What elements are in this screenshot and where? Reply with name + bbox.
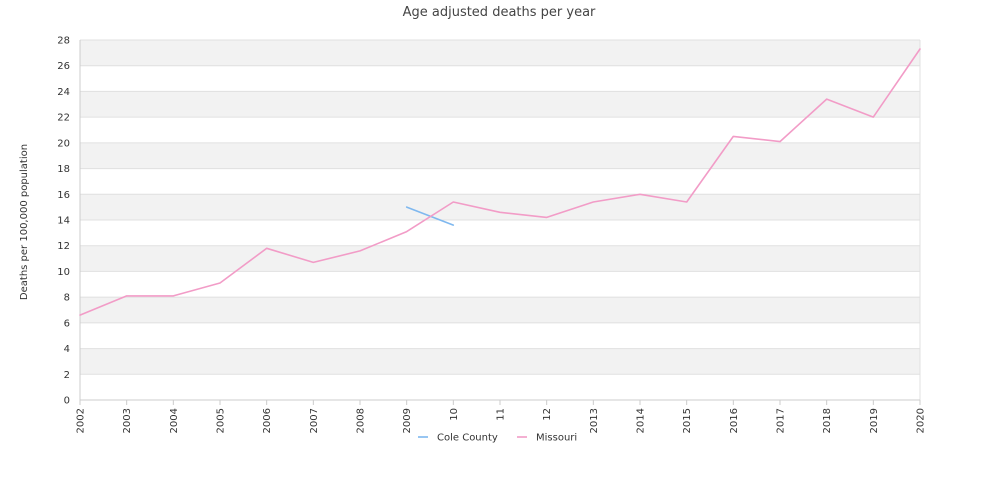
grid-band xyxy=(80,65,920,92)
y-tick-label: 6 xyxy=(64,318,70,329)
grid-band xyxy=(80,91,920,118)
x-tick-label: 2009 xyxy=(402,408,413,433)
x-tick-label: 2015 xyxy=(682,408,693,433)
legend-item: Missouri xyxy=(517,433,577,444)
y-tick-label: 0 xyxy=(64,396,70,407)
x-tick-labels: 2002 2003 2004 2005 2006 2007 2008 2009 10 11 12 20… xyxy=(76,408,927,433)
chart-title: Age adjusted deaths per year xyxy=(403,5,596,20)
y-tick-label: 10 xyxy=(57,267,70,278)
y-axis-label: Deaths per 100,000 population xyxy=(19,144,30,300)
y-tick-label: 14 xyxy=(57,216,70,227)
legend-item: Cole County xyxy=(418,433,498,444)
x-tick-label: 2016 xyxy=(729,408,740,433)
x-tick-label: 2005 xyxy=(216,408,227,433)
y-tick-label: 12 xyxy=(57,241,70,252)
grid-bands xyxy=(80,40,920,400)
y-tick-label: 18 xyxy=(57,164,70,175)
y-tick-label: 4 xyxy=(64,344,70,355)
grid-band xyxy=(80,117,920,143)
gridlines xyxy=(80,39,920,401)
x-tick-label: 2003 xyxy=(122,408,133,433)
series-lines xyxy=(79,48,921,316)
grid-band xyxy=(80,40,920,66)
x-tick-label: 2004 xyxy=(169,408,180,433)
x-tick-label: 2017 xyxy=(776,408,787,433)
grid-band xyxy=(80,297,920,323)
y-tick-label: 8 xyxy=(64,293,70,304)
x-tick-label: 2019 xyxy=(869,408,880,433)
x-tick-label: 2014 xyxy=(636,408,647,433)
grid-band xyxy=(80,271,920,298)
grid-band xyxy=(80,348,920,375)
x-tick-label: 2018 xyxy=(822,408,833,433)
grid-band xyxy=(80,142,920,169)
grid-band xyxy=(80,220,920,246)
y-tick-label: 28 xyxy=(57,36,70,47)
grid-band xyxy=(80,322,920,349)
grid-band xyxy=(80,245,920,272)
x-tick-label: 2007 xyxy=(309,408,320,433)
y-tick-label: 24 xyxy=(57,87,70,98)
y-tick-label: 20 xyxy=(57,138,70,149)
legend: Cole County Missouri xyxy=(418,433,577,444)
x-tick-label: 2006 xyxy=(262,408,273,433)
x-tick-label: 2008 xyxy=(356,408,367,433)
axes xyxy=(79,40,921,405)
x-tick-label: 12 xyxy=(542,408,553,421)
y-tick-label: 22 xyxy=(57,113,70,124)
x-tick-label: 2020 xyxy=(916,408,927,433)
grid-band xyxy=(80,168,920,195)
y-tick-label: 2 xyxy=(64,370,70,381)
x-tick-label: 2013 xyxy=(589,408,600,433)
y-tick-label: 16 xyxy=(57,190,70,201)
grid-band xyxy=(80,374,920,400)
x-tick-label: 10 xyxy=(449,408,460,421)
legend-label: Missouri xyxy=(536,433,577,444)
series-line-missouri xyxy=(79,48,921,316)
y-tick-label: 26 xyxy=(57,61,70,72)
legend-label: Cole County xyxy=(437,433,498,444)
x-tick-label: 11 xyxy=(496,408,507,421)
x-tick-label: 2002 xyxy=(76,408,87,433)
grid-band xyxy=(80,194,920,220)
